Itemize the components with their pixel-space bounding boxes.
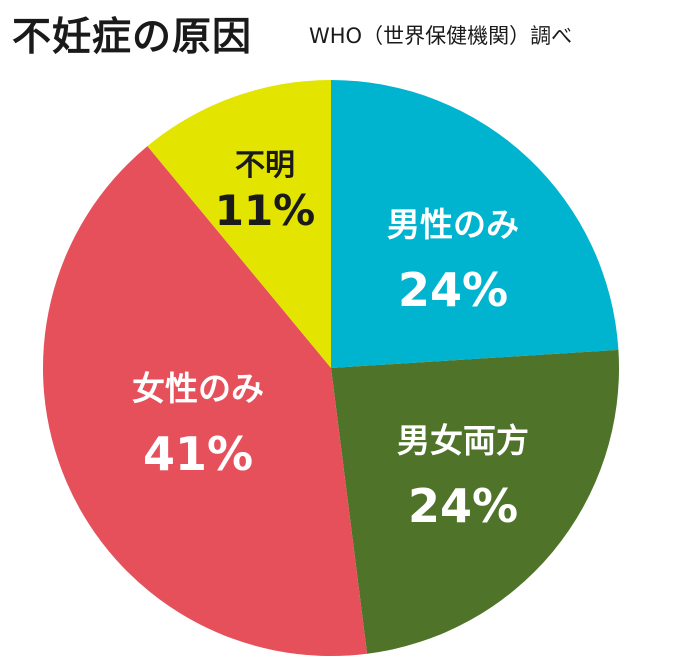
- slice-percent-label: 11%: [215, 186, 316, 235]
- slice-percent-label: 41%: [143, 427, 253, 481]
- pie-slice: [42, 146, 368, 657]
- chart-title: 不妊症の原因: [12, 15, 253, 60]
- slice-percent-label: 24%: [398, 263, 508, 317]
- chart-header: 不妊症の原因 WHO（世界保健機関）調べ: [12, 6, 672, 66]
- slice-category-label: 男女両方: [397, 421, 529, 460]
- slice-category-label: 不明: [235, 148, 295, 183]
- slice-percent-label: 24%: [408, 479, 518, 533]
- pie-slices: [42, 80, 619, 657]
- slice-category-label: 男性のみ: [387, 205, 519, 244]
- pie-slice: [147, 80, 331, 368]
- pie-slice: [331, 349, 619, 654]
- pie-slice: [331, 80, 619, 368]
- source-note: WHO（世界保健機関）調べ: [309, 24, 573, 48]
- slice-category-label: 女性のみ: [132, 369, 264, 408]
